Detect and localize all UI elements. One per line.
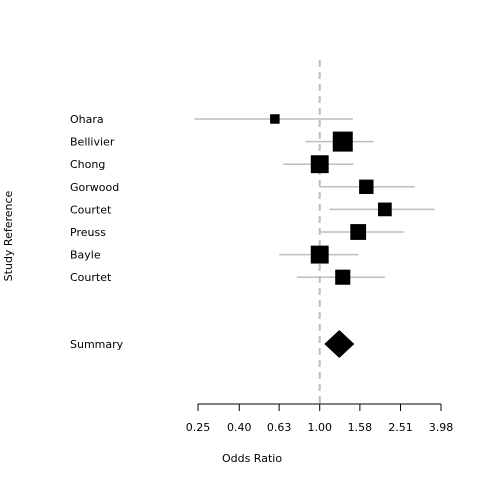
study-label: Gorwood [70, 181, 119, 194]
study-marker [270, 114, 280, 124]
x-tick-label: 2.51 [388, 421, 413, 434]
study-label: Bellivier [70, 136, 115, 149]
x-tick-label: 0.25 [186, 421, 211, 434]
x-tick-label: 1.58 [348, 421, 373, 434]
x-tick-label: 0.40 [227, 421, 252, 434]
x-tick-label: 3.98 [429, 421, 454, 434]
study-label: Courtet [70, 271, 112, 284]
study-marker [310, 155, 329, 174]
study-label: Chong [70, 158, 105, 171]
study-marker [350, 224, 367, 240]
study-marker [332, 131, 353, 152]
study-marker [310, 245, 329, 264]
x-tick-label: 0.63 [267, 421, 292, 434]
study-marker [378, 202, 392, 217]
x-tick-label: 1.00 [307, 421, 332, 434]
study-label: Ohara [70, 113, 104, 126]
y-axis-label: Study Reference [2, 190, 15, 281]
summary-label: Summary [70, 338, 124, 351]
study-label: Courtet [70, 203, 112, 216]
summary-diamond [324, 330, 355, 358]
study-marker [335, 269, 351, 285]
study-label: Bayle [70, 249, 101, 262]
study-label: Preuss [70, 226, 106, 239]
x-axis-label: Odds Ratio [222, 452, 282, 465]
study-marker [359, 179, 374, 194]
